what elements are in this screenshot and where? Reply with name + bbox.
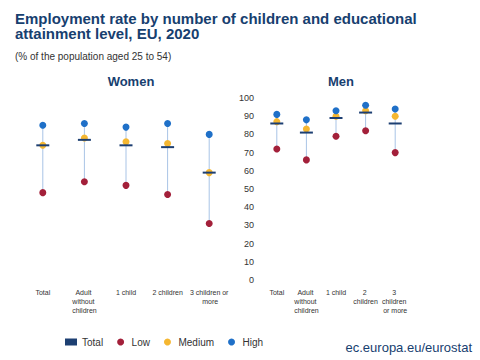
svg-text:children: children: [294, 307, 319, 314]
svg-text:60: 60: [244, 166, 254, 176]
svg-text:ec.europa.eu/eurostat: ec.europa.eu/eurostat: [346, 340, 473, 355]
svg-text:70: 70: [244, 148, 254, 158]
svg-text:100: 100: [239, 93, 254, 103]
svg-text:0: 0: [249, 275, 254, 285]
svg-text:Low: Low: [132, 337, 151, 348]
svg-text:Medium: Medium: [178, 337, 214, 348]
svg-text:children: children: [72, 307, 97, 314]
svg-text:3: 3: [392, 289, 398, 296]
svg-text:3 children or: 3 children or: [190, 289, 229, 296]
svg-text:High: High: [243, 337, 264, 348]
svg-text:Adult: Adult: [75, 289, 93, 296]
svg-text:Employment rate by number of c: Employment rate by number of children an…: [15, 10, 421, 27]
svg-text:without: without: [293, 298, 318, 305]
svg-text:20: 20: [244, 239, 254, 249]
svg-text:Total: Total: [35, 289, 50, 296]
svg-text:Women: Women: [108, 74, 155, 89]
svg-text:Men: Men: [328, 74, 354, 89]
svg-text:2: 2: [363, 289, 369, 296]
svg-text:10: 10: [244, 257, 254, 267]
svg-text:or more: or more: [383, 307, 407, 314]
svg-text:Total: Total: [269, 289, 284, 296]
svg-text:90: 90: [244, 111, 254, 121]
svg-text:children: children: [353, 298, 378, 305]
svg-text:attainment level, EU, 2020: attainment level, EU, 2020: [15, 25, 199, 42]
svg-text:more: more: [200, 298, 218, 305]
svg-text:children: children: [382, 298, 408, 305]
svg-text:50: 50: [244, 184, 254, 194]
svg-text:2 children: 2 children: [152, 289, 182, 296]
svg-text:Adult: Adult: [297, 289, 315, 296]
svg-text:1 child: 1 child: [116, 289, 136, 296]
svg-text:40: 40: [244, 202, 254, 212]
svg-text:1 child: 1 child: [326, 289, 346, 296]
svg-text:without: without: [71, 298, 96, 305]
svg-text:(% of the population aged 25 t: (% of the population aged 25 to 54): [15, 51, 171, 62]
svg-text:30: 30: [244, 220, 254, 230]
svg-text:80: 80: [244, 129, 254, 139]
svg-text:Total: Total: [82, 337, 103, 348]
